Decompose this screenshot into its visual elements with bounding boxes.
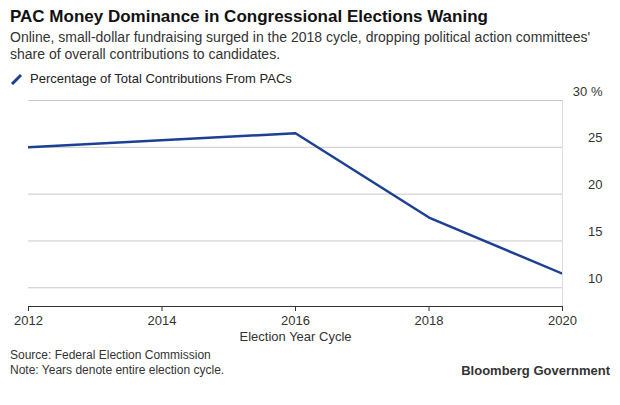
html-text:Online, small-dollar fundraisi: Online, small-dollar fundraising surged … bbox=[10, 29, 591, 62]
svg-text:2018: 2018 bbox=[415, 313, 444, 328]
svg-text:20: 20 bbox=[588, 177, 602, 192]
svg-text:2016: 2016 bbox=[281, 313, 310, 328]
svg-text:2012: 2012 bbox=[14, 313, 43, 328]
html-text:Source: Federal Election Commi: Source: Federal Election Commission bbox=[10, 348, 211, 362]
html-text:Percentage of Total Contributi: Percentage of Total Contributions From P… bbox=[30, 71, 292, 86]
svg-text:2014: 2014 bbox=[148, 313, 177, 328]
svg-text:15: 15 bbox=[588, 224, 602, 239]
svg-text:25: 25 bbox=[588, 130, 602, 145]
svg-text:10: 10 bbox=[588, 271, 602, 286]
html-text:Bloomberg Government: Bloomberg Government bbox=[461, 363, 610, 378]
html-text:PAC Money Dominance in Congres: PAC Money Dominance in Congressional Ele… bbox=[10, 7, 488, 26]
svg-text:2020: 2020 bbox=[548, 313, 577, 328]
svg-text:Election Year Cycle: Election Year Cycle bbox=[239, 329, 351, 344]
svg-text:30 %: 30 % bbox=[573, 86, 603, 99]
html-text:Note: Years denote entire elec: Note: Years denote entire election cycle… bbox=[10, 363, 225, 377]
